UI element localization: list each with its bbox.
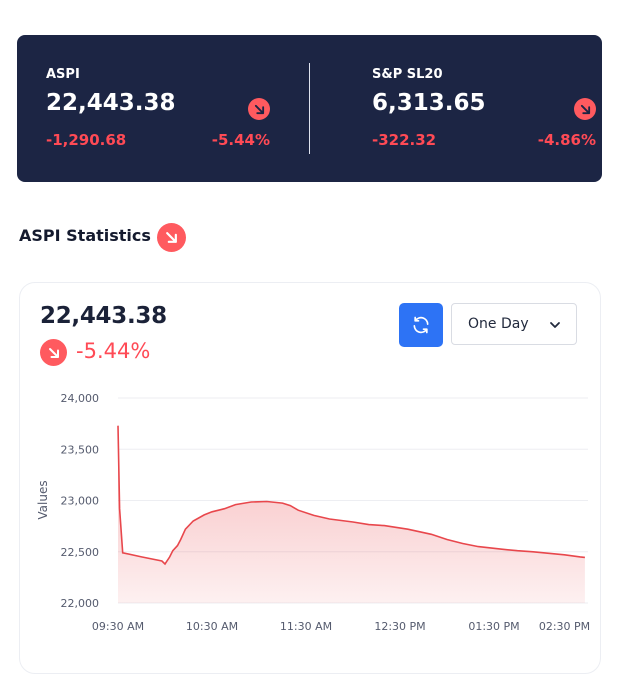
divider <box>309 63 310 154</box>
series-line <box>117 425 585 566</box>
index-sp-sl20[interactable]: S&P SL20 6,313.65 -322.32 -4.86% <box>372 35 612 182</box>
time-range-select[interactable]: One Day <box>451 303 577 345</box>
index-percent: -4.86% <box>537 131 596 149</box>
current-value: 22,443.38 <box>40 303 167 329</box>
y-tick-label: 22,000 <box>61 597 100 610</box>
chevron-down-icon <box>550 322 560 328</box>
x-tick-label: 10:30 AM <box>186 620 238 633</box>
statistics-card <box>19 282 601 674</box>
refresh-button[interactable] <box>399 303 443 347</box>
arrow-down-right-icon <box>574 98 596 120</box>
refresh-icon <box>413 316 429 334</box>
index-name: S&P SL20 <box>372 67 443 82</box>
index-value: 22,443.38 <box>46 90 176 116</box>
arrow-down-right-icon <box>248 98 270 120</box>
y-tick-label: 24,000 <box>61 392 100 405</box>
change-percent: -5.44% <box>76 339 151 363</box>
index-name: ASPI <box>46 67 80 82</box>
index-value: 6,313.65 <box>372 90 486 116</box>
x-tick-label: 09:30 AM <box>92 620 144 633</box>
arrow-down-right-icon <box>157 223 186 252</box>
section-title: ASPI Statistics <box>19 226 151 245</box>
y-tick-label: 22,500 <box>61 546 100 559</box>
x-tick-label: 02:30 PM <box>539 620 590 633</box>
x-tick-label: 11:30 AM <box>280 620 332 633</box>
y-tick-label: 23,000 <box>61 495 100 508</box>
index-change: -1,290.68 <box>46 131 127 149</box>
x-tick-label: 01:30 PM <box>468 620 519 633</box>
index-percent: -5.44% <box>211 131 270 149</box>
x-tick-label: 12:30 PM <box>374 620 425 633</box>
index-summary-card: ASPI 22,443.38 -1,290.68 -5.44% S&P SL20… <box>17 35 602 182</box>
y-tick-label: 23,500 <box>61 443 100 456</box>
arrow-down-right-icon <box>40 339 67 366</box>
time-range-label: One Day <box>468 316 529 332</box>
line-area-chart: 24,000 23,500 23,000 22,500 22,000 09:30 AM 1… <box>36 392 590 633</box>
series-area <box>118 425 585 603</box>
index-aspi[interactable]: ASPI 22,443.38 -1,290.68 -5.44% <box>46 35 286 182</box>
index-change: -322.32 <box>372 131 437 149</box>
y-axis-title: Values <box>36 480 50 519</box>
